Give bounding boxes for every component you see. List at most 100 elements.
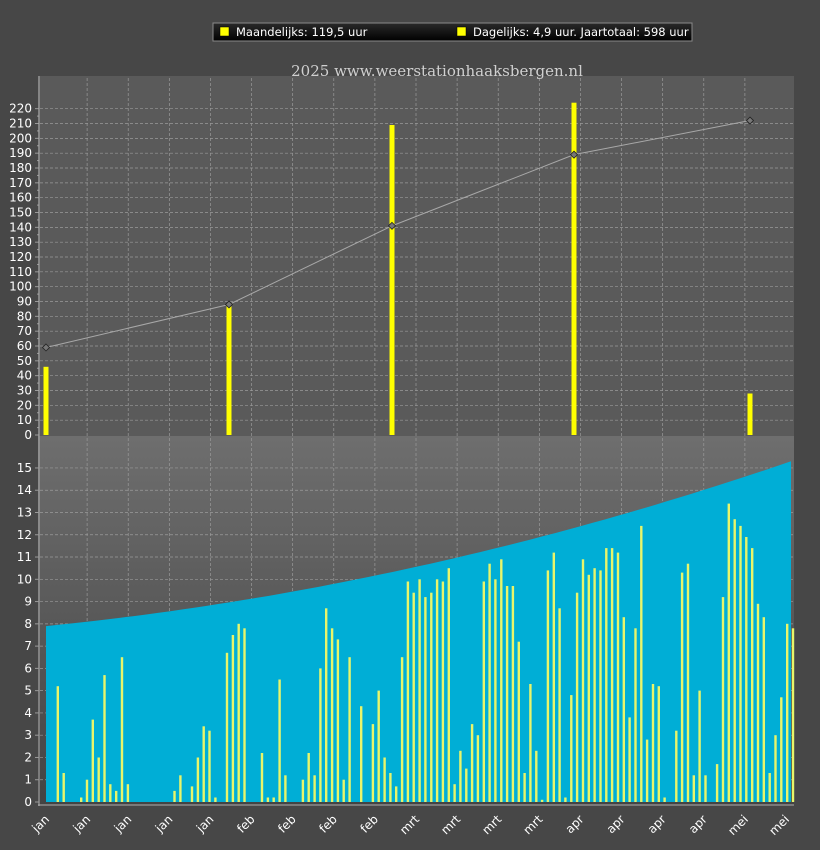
daily-y-tick-label: 3 bbox=[24, 728, 32, 742]
daily-bar bbox=[342, 779, 345, 802]
x-tick-label: feb bbox=[275, 812, 299, 836]
daily-bar bbox=[488, 563, 491, 802]
monthly-grid bbox=[40, 78, 794, 802]
x-tick-label: feb bbox=[316, 812, 340, 836]
x-tick-label: mrt bbox=[438, 812, 463, 837]
monthly-legend-label: Maandelijks: 119,5 uur bbox=[236, 25, 368, 39]
monthly-y-tick-label: 170 bbox=[9, 176, 32, 190]
monthly-y-tick-label: 70 bbox=[17, 324, 32, 338]
x-tick-label: apr bbox=[604, 812, 628, 836]
daily-bar bbox=[470, 724, 474, 802]
daily-bar bbox=[97, 757, 100, 802]
x-axis: jan jan jan jan jan feb feb feb feb mrt mrt mrt mrt a… bbox=[29, 812, 793, 838]
monthly-y-tick-label: 110 bbox=[9, 265, 32, 279]
monthly-y-tick-label: 200 bbox=[9, 131, 32, 145]
monthly-bars bbox=[43, 102, 753, 435]
daily-bar bbox=[441, 581, 445, 802]
x-tick-label: apr bbox=[563, 812, 587, 836]
daily-bar bbox=[225, 652, 229, 802]
daily-bar bbox=[395, 786, 398, 802]
daily-bar bbox=[383, 757, 386, 802]
monthly-bar bbox=[389, 125, 395, 435]
monthly-line-marker bbox=[41, 343, 51, 352]
daily-y-tick-label: 4 bbox=[24, 706, 32, 720]
daily-bar bbox=[570, 695, 573, 802]
daily-bar bbox=[540, 799, 544, 802]
daily-bar bbox=[418, 579, 421, 802]
daily-bar bbox=[62, 773, 65, 802]
monthly-bar bbox=[571, 102, 577, 435]
monthly-y-tick-label: 60 bbox=[17, 339, 32, 353]
monthly-y-tick-label: 160 bbox=[9, 191, 32, 205]
daily-bar bbox=[243, 628, 246, 802]
daily-bar bbox=[430, 592, 433, 802]
daily-bar bbox=[657, 686, 660, 802]
daily-bar bbox=[599, 570, 602, 802]
monthly-line-marker bbox=[224, 300, 234, 309]
daily-bar bbox=[266, 797, 270, 802]
x-tick-label: mrt bbox=[397, 812, 422, 837]
daily-bar bbox=[313, 775, 316, 802]
daily-bars bbox=[56, 503, 795, 802]
monthly-y-tick-label: 90 bbox=[17, 295, 32, 309]
daily-bar bbox=[605, 548, 608, 802]
daily-bar bbox=[389, 773, 392, 802]
daily-bar bbox=[698, 690, 701, 802]
daily-bar bbox=[319, 668, 322, 802]
legend: Maandelijks: 119,5 uur Dagelijks: 4,9 uu… bbox=[212, 22, 693, 42]
daily-bar bbox=[284, 775, 287, 802]
daily-y-tick-label: 10 bbox=[17, 572, 32, 586]
daily-bar bbox=[675, 730, 678, 802]
daily-bar bbox=[103, 675, 106, 802]
daily-bar bbox=[558, 608, 561, 802]
daily-bar bbox=[412, 592, 415, 802]
x-tick-label: mrt bbox=[520, 812, 545, 837]
daily-bar bbox=[774, 735, 777, 802]
daily-bar bbox=[546, 570, 550, 802]
monthly-line bbox=[41, 116, 755, 352]
daily-bar bbox=[587, 574, 590, 802]
daily-bar bbox=[634, 628, 637, 802]
daily-bar bbox=[704, 775, 707, 802]
monthly-bar bbox=[747, 393, 753, 435]
daily-bar bbox=[581, 559, 585, 802]
daily-bar bbox=[190, 786, 194, 802]
daily-bar bbox=[272, 797, 275, 802]
daily-bar bbox=[482, 581, 485, 802]
daily-bar bbox=[126, 784, 130, 802]
daily-bar bbox=[447, 568, 450, 802]
daily-bar bbox=[173, 790, 176, 802]
monthly-line-marker bbox=[387, 221, 397, 230]
daily-bar bbox=[231, 635, 235, 802]
x-tick-label: jan bbox=[152, 812, 176, 836]
daily-y-tick-label: 12 bbox=[17, 528, 32, 542]
daily-legend-swatch bbox=[456, 26, 467, 37]
daily-bar bbox=[500, 559, 503, 802]
x-tick-label: feb bbox=[234, 812, 258, 836]
daily-bar bbox=[628, 717, 631, 802]
daily-y-tick-label: 13 bbox=[17, 505, 32, 519]
daily-bar bbox=[278, 679, 281, 802]
daily-bar bbox=[115, 790, 118, 802]
daily-bar bbox=[301, 779, 305, 802]
daily-bar bbox=[791, 628, 795, 802]
daily-bar bbox=[739, 525, 742, 802]
daily-bar bbox=[651, 684, 655, 802]
daily-y-tick-label: 9 bbox=[24, 595, 32, 609]
monthly-y-tick-label: 10 bbox=[17, 413, 32, 427]
daily-bar bbox=[786, 623, 789, 802]
monthly-y-tick-label: 180 bbox=[9, 161, 32, 175]
daily-y-tick-label: 11 bbox=[17, 550, 32, 564]
daily-bar bbox=[686, 563, 690, 802]
monthly-y-tick-label: 220 bbox=[9, 102, 32, 116]
monthly-y-tick-label: 40 bbox=[17, 369, 32, 383]
monthly-y-tick-label: 20 bbox=[17, 398, 32, 412]
daily-bar bbox=[680, 572, 684, 802]
daily-y-tick-label: 1 bbox=[24, 773, 32, 787]
daily-bar bbox=[56, 686, 59, 802]
daily-bar bbox=[564, 797, 567, 802]
daily-bar bbox=[721, 597, 725, 802]
daily-bar bbox=[610, 548, 614, 802]
